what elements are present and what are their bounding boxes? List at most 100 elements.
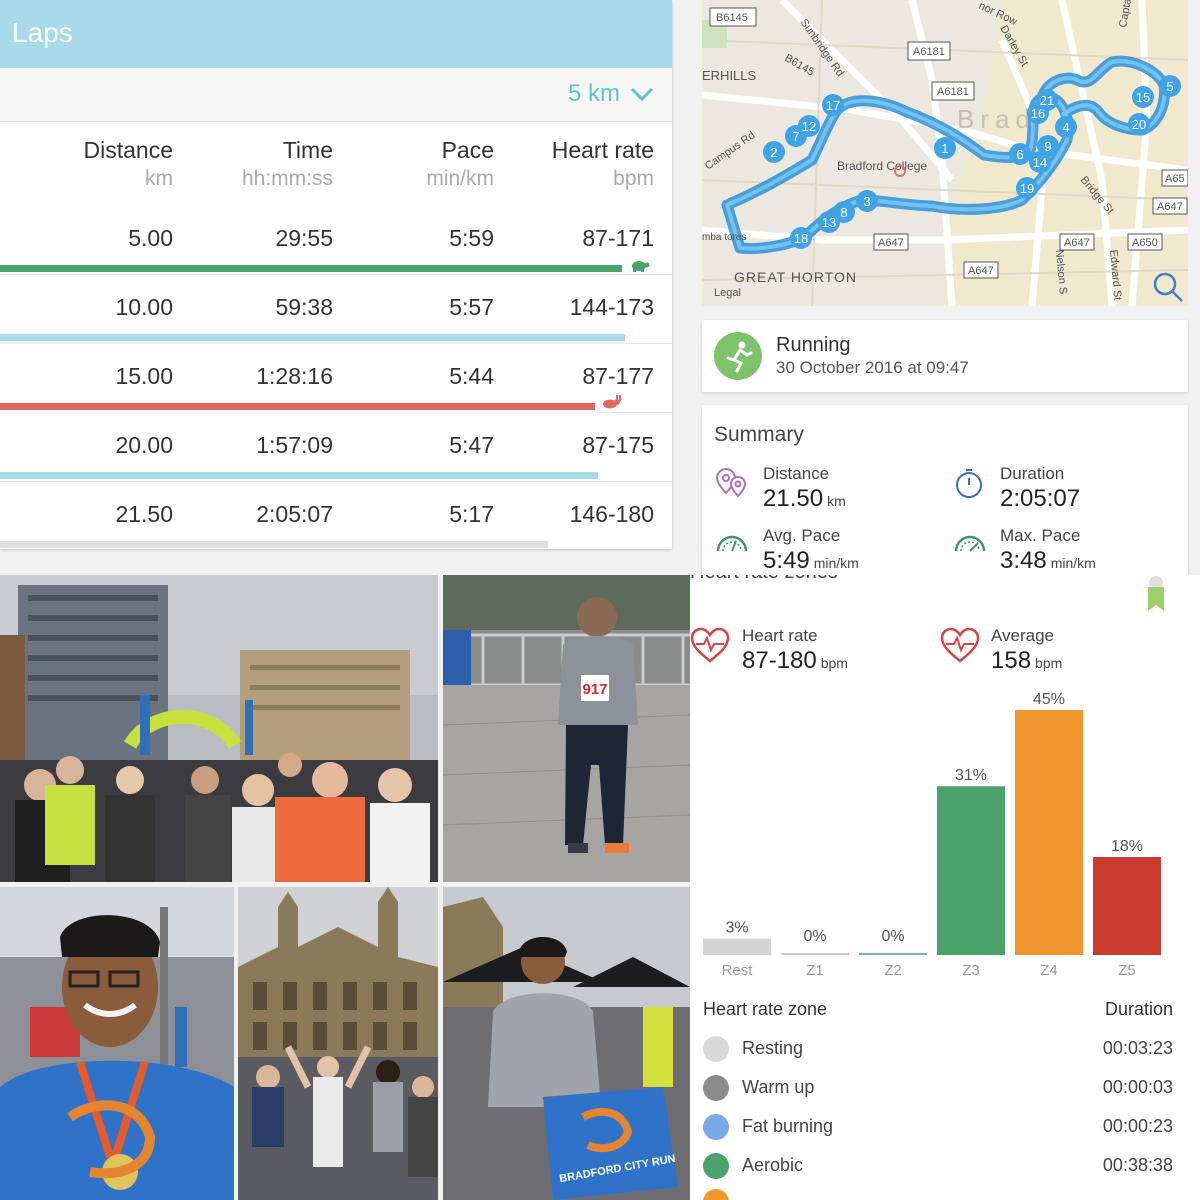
lap-time: 1:28:16 [256,363,333,389]
zone-row[interactable]: Fat burning 00:00:23 [703,1114,1173,1144]
hr-average-unit: bpm [1035,655,1063,671]
zone-name: Resting [742,1038,804,1058]
km-marker: 21 [1036,89,1058,111]
college-pin-icon [894,165,906,177]
max-pace-label: Max. Pace [1000,526,1081,545]
summary-title: Summary [714,423,804,446]
zone-duration: 00:38:38 [1102,1155,1173,1175]
lap-time: 2:05:07 [256,501,333,527]
photo-runner-bib[interactable]: 917 [443,575,690,882]
route-map[interactable]: B6145 A6181 A6181 Sunbridge Rd B6145 ERH… [702,0,1188,306]
lap-split-value: 5 km [567,80,620,107]
svg-text:15: 15 [1136,90,1150,105]
zone-row[interactable]: Resting 00:03:23 [703,1036,1173,1066]
zone-row[interactable]: Warm up 00:00:03 [703,1075,1173,1105]
map-road-label: Nelson S [1053,249,1069,295]
hr-zone-chart: 3% Rest 0% Z1 0% Z2 31% Z3 45% Z4 18% Z5 [703,691,1161,979]
activity-card[interactable]: Running 30 October 2016 at 09:47 [702,320,1188,392]
photo-runner-medal[interactable] [0,887,234,1200]
lap-distance: 21.50 [115,501,173,527]
lap-time: 59:38 [275,294,333,320]
svg-text:17: 17 [826,98,840,113]
svg-text:20: 20 [1132,117,1146,132]
svg-text:5: 5 [1166,79,1173,94]
hr-zone-percent: 0% [881,928,904,945]
lap-time: 1:57:09 [256,432,333,458]
hr-zone-bar [859,953,927,955]
lap-distance: 5.00 [128,225,173,251]
hr-zone-bar [1093,857,1161,955]
photo-finisher-shirt[interactable]: BRADFORD CITY RUN [443,887,690,1200]
zone-duration: 00:03:23 [1102,1038,1173,1058]
svg-text:8: 8 [840,205,847,220]
lap-distance: 20.00 [115,432,173,458]
lap-row[interactable]: 15.00 1:28:16 5:44 87-177 [0,344,672,413]
col-pace-header: Pace [441,137,494,163]
svg-text:9: 9 [1044,139,1051,154]
lap-hr: 144-173 [569,294,654,320]
lap-row[interactable]: 20.00 1:57:09 5:47 87-175 [0,413,672,482]
svg-text:21: 21 [1040,93,1054,108]
lap-distance: 10.00 [115,294,173,320]
duration-value: 2:05:07 [1000,485,1081,512]
hr-range-unit: bpm [820,655,848,671]
hr-range-label: Heart rate [742,626,818,645]
map-road-label: A647 [1064,237,1090,249]
lap-row[interactable]: 21.50 2:05:07 5:17 146-180 [0,482,672,549]
distance-label: Distance [763,464,830,483]
hr-range-value: 87-180 [742,647,817,674]
summary-card: Summary Distance 21.50 km Duration 2:05:0… [702,405,1188,575]
photo-race-start-crowd[interactable] [0,575,438,882]
avg-pace-metric: 5:49 min/km [763,547,859,575]
map-place-label: Bradford College [837,159,927,173]
lap-hr: 87-175 [582,432,654,458]
zone-name: Warm up [742,1077,815,1097]
avg-pace-label: Avg. Pace [763,526,841,545]
km-marker: 13 [818,211,840,233]
svg-text:12: 12 [802,119,816,134]
svg-text:19: 19 [1020,181,1034,196]
zone-row[interactable]: Aerobic 00:38:38 [703,1153,1173,1183]
col-hr-unit: bpm [613,167,654,190]
speedometer-icon [716,535,748,552]
lap-hr: 87-171 [582,225,654,251]
km-marker: 15 [1132,86,1154,108]
turtle-icon [632,261,650,272]
avg-pace-value: 5:49 [763,547,810,574]
distance-metric: 21.50 km [763,485,846,513]
hr-zones-title: Heart rate zones [690,575,838,584]
hr-average-value: 158 [991,647,1032,674]
km-marker: 14 [1029,151,1051,173]
lap-split-dropdown[interactable]: 5 km [568,80,654,108]
lap-hr: 146-180 [569,501,654,527]
svg-text:13: 13 [822,215,836,230]
col-hr-header: Heart rate [551,137,654,163]
photo-town-hall-crowd[interactable] [238,887,438,1200]
svg-text:2: 2 [770,145,777,160]
hare-icon [603,395,621,409]
lap-row[interactable]: 5.00 29:55 5:59 87-171 [0,206,672,275]
hr-zone-bar [1015,710,1083,955]
svg-text:14: 14 [1033,155,1047,170]
lap-pace-bar [0,541,548,548]
map-city-label: Brad [957,104,1036,134]
lap-pace: 5:57 [449,294,494,320]
km-marker: 2 [763,141,785,163]
lap-pace-bar [0,472,599,479]
map-place-label: mba tores [702,232,746,243]
location-pins-icon [715,467,747,498]
hr-range-metric: 87-180 bpm [742,647,848,675]
map-road-label: B6145 [716,12,748,24]
map-road-label: A6181 [937,86,969,98]
lap-row[interactable]: 10.00 59:38 5:57 144-173 [0,275,672,344]
lap-pace: 5:47 [449,432,494,458]
hr-zone-percent: 0% [803,928,826,945]
map-road-label: A647 [1157,201,1183,213]
km-marker: 6 [1009,143,1031,165]
km-marker: 1 [934,137,956,159]
zone-name: Fat burning [742,1116,834,1136]
zone-list-header: Heart rate zone [703,999,828,1019]
map-area-label: ERHILLS [702,68,757,83]
col-distance-unit: km [145,167,173,190]
zone-duration: 00:00:23 [1102,1116,1173,1136]
